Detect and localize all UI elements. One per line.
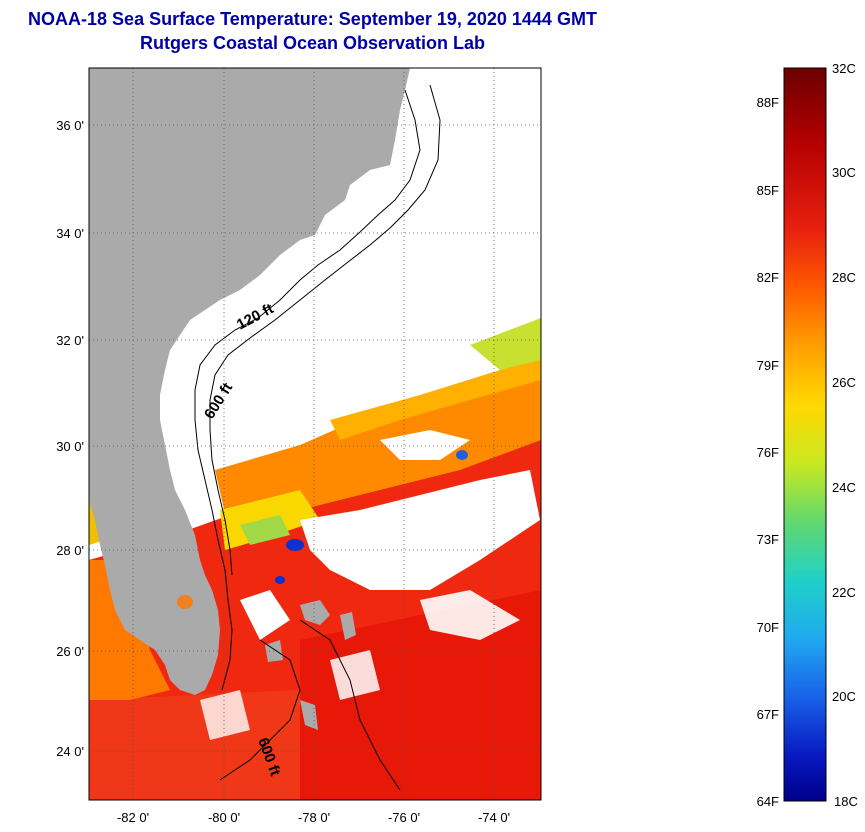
map-border xyxy=(88,67,542,801)
cb-c-22: 22C xyxy=(832,585,856,600)
cb-f-64: 64F xyxy=(757,794,779,809)
lat-label-24: 24 0' xyxy=(56,744,84,759)
land-southeast-us xyxy=(89,68,410,695)
lon-label-78: -78 0' xyxy=(298,810,330,825)
map-subtitle: Rutgers Coastal Ocean Observation Lab xyxy=(139,33,486,53)
cb-f-67: 67F xyxy=(757,707,779,722)
cb-f-88: 88F xyxy=(757,95,779,110)
cb-c-28: 28C xyxy=(832,270,856,285)
lon-label-74: -74 0' xyxy=(478,810,510,825)
cb-c-32: 32C xyxy=(832,61,856,76)
lat-label-26: 26 0' xyxy=(56,644,84,659)
lat-label-32: 32 0' xyxy=(56,333,84,348)
cb-f-76: 76F xyxy=(757,445,779,460)
cb-c-18: 18C xyxy=(834,794,858,809)
lon-label-76: -76 0' xyxy=(388,810,420,825)
lat-label-34: 34 0' xyxy=(56,226,84,241)
cb-c-20: 20C xyxy=(832,689,856,704)
cb-c-30: 30C xyxy=(832,165,856,180)
map-title: NOAA-18 Sea Surface Temperature: Septemb… xyxy=(28,9,597,29)
cb-f-82: 82F xyxy=(757,270,779,285)
cb-f-79: 79F xyxy=(757,358,779,373)
land-bahamas xyxy=(300,600,330,625)
lon-label-82: -82 0' xyxy=(117,810,149,825)
lat-label-28: 28 0' xyxy=(56,543,84,558)
cb-f-73: 73F xyxy=(757,532,779,547)
map-body xyxy=(89,68,541,800)
contour-600ft xyxy=(209,84,441,576)
lat-label-30: 30 0' xyxy=(56,439,84,454)
colorbar-gradient xyxy=(783,67,827,802)
colorbar: 32C 30C 28C 26C 24C 22C 20C 18C 88F 85F … xyxy=(757,61,858,809)
lat-label-36: 36 0' xyxy=(56,118,84,133)
lon-label-80: -80 0' xyxy=(208,810,240,825)
cb-f-70: 70F xyxy=(757,620,779,635)
cb-f-85: 85F xyxy=(757,183,779,198)
cb-c-24: 24C xyxy=(832,480,856,495)
cb-c-26: 26C xyxy=(832,375,856,390)
